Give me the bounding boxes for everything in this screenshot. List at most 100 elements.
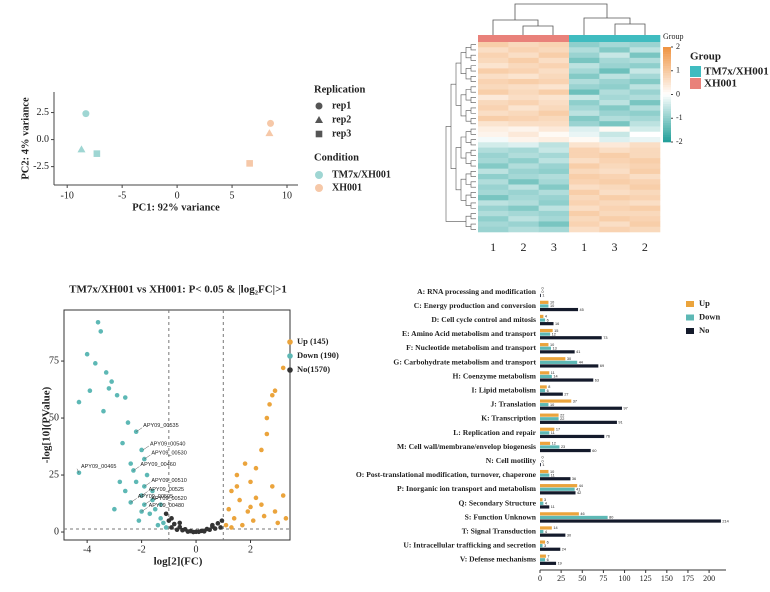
heat-cell [599, 142, 630, 148]
category-label: S: Function Unknown [465, 512, 537, 521]
bar [540, 332, 551, 336]
bar [540, 512, 579, 516]
data-label: 0 [542, 286, 544, 290]
annotation-leader [136, 427, 143, 432]
data-label: 6 [547, 389, 549, 393]
heat-cell [569, 147, 600, 154]
bar [540, 420, 617, 424]
bar [540, 519, 721, 523]
colorbar-segment [663, 54, 671, 57]
legend-label: Down [699, 311, 721, 321]
bar [540, 501, 544, 505]
category-label: K: Transcription [481, 414, 537, 423]
heat-cell [508, 42, 539, 48]
heat-cell [629, 47, 661, 53]
point [248, 479, 253, 485]
heat-cell [569, 221, 600, 228]
data-label: 42 [577, 491, 581, 495]
data-label: 6 [547, 558, 549, 562]
heat-cell [629, 89, 661, 96]
category-label: O: Post-translational modification, turn… [356, 470, 537, 479]
heat-cell [478, 89, 509, 96]
annotation: APY09_00525 [149, 487, 184, 493]
heat-cell [599, 42, 630, 48]
bar [540, 346, 551, 350]
group-cell [478, 35, 509, 42]
heat-cell [599, 147, 630, 154]
legend-symbol [315, 130, 323, 138]
bar [540, 448, 591, 453]
heat-cell [508, 179, 539, 185]
colorbar-segment [663, 49, 671, 53]
colorbar-segment [663, 66, 671, 69]
category-label: E: Amino Acid metabolism and transport [402, 329, 536, 338]
heat-cell [478, 142, 509, 148]
heat-cell [629, 115, 661, 122]
colorbar-segment [663, 120, 671, 124]
heat-cell [538, 137, 570, 143]
colorbar-segment [663, 85, 671, 88]
heat-cell [569, 195, 600, 201]
data-label: 30 [567, 533, 571, 537]
point [169, 525, 174, 530]
heat-cell [599, 47, 630, 53]
group-cell [629, 35, 661, 42]
colorbar-segment [663, 73, 671, 76]
heat-cell [478, 184, 509, 191]
data-label: 76 [606, 435, 610, 439]
heat-cell [569, 173, 600, 180]
point [106, 386, 112, 391]
heat-cell [599, 216, 630, 222]
heat-cell [599, 200, 630, 206]
colorbar-segment [663, 113, 671, 117]
annotation: APY09_00460 [140, 462, 175, 468]
colorbar-segment [663, 108, 671, 112]
legend-swatch [690, 78, 701, 89]
category-label: N: Cell motility [486, 456, 536, 465]
legend-title: Group [690, 51, 721, 63]
colorbar-segment [663, 75, 671, 79]
point [215, 521, 221, 526]
colorbar-segment [663, 115, 671, 119]
data-label: 44 [579, 484, 583, 488]
heat-cell [538, 115, 570, 122]
heat-cell [629, 163, 661, 169]
heat-cell [538, 84, 570, 90]
bar [540, 477, 571, 481]
point [133, 479, 139, 485]
data-label: 10 [550, 343, 554, 347]
heat-cell [569, 142, 600, 148]
group-cell [538, 35, 570, 42]
bar [540, 491, 576, 495]
heat-cell [569, 121, 600, 127]
bar [540, 403, 549, 407]
category-label: V: Defense mechanisms [460, 555, 536, 564]
heat-cell [599, 84, 630, 90]
heat-cell [629, 78, 661, 85]
y-tick-label: 50 [49, 412, 59, 423]
heat-cell [478, 205, 509, 212]
point [112, 506, 117, 512]
point [218, 525, 223, 530]
data-label: 23 [561, 445, 565, 449]
point [201, 529, 207, 534]
bar [540, 544, 543, 548]
heat-cell [599, 168, 630, 175]
heat-cell [569, 137, 600, 143]
category-label: J: Translation [491, 400, 537, 409]
legend-swatch [686, 301, 694, 307]
data-label: 4 [545, 502, 547, 506]
point [229, 488, 234, 494]
bar [540, 378, 594, 382]
data-label: 11 [551, 371, 555, 375]
heat-cell [478, 100, 509, 106]
annotation: APY09_00505 [138, 494, 173, 500]
heat-cell [629, 68, 661, 74]
point [98, 329, 104, 334]
heat-cell [599, 210, 630, 217]
heat-cell [629, 184, 661, 191]
heat-cell [599, 68, 630, 74]
heat-cell [569, 210, 600, 217]
category-label: M: Cell wall/membrane/envelop biogenesis [397, 442, 536, 451]
heat-cell [478, 226, 509, 233]
